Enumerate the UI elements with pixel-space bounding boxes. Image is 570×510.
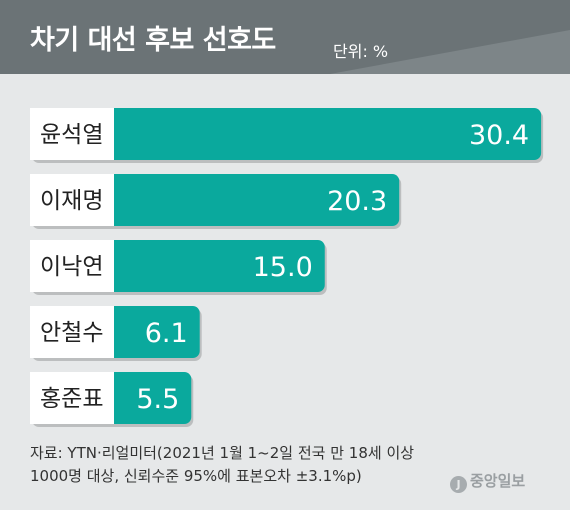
bar-row: 이낙연 15.0 [30, 240, 327, 295]
category-box [30, 306, 114, 358]
category-label: 이재명 [40, 188, 103, 214]
source-line-2: 1000명 대상, 신뢰수준 95%에 표본오차 ±3.1%p) [30, 467, 362, 485]
publisher-logo: J 중앙일보 [450, 470, 525, 493]
value-label: 6.1 [145, 318, 188, 349]
bar-row: 윤석열 30.4 [30, 108, 544, 163]
category-box [30, 372, 114, 424]
chart-header: 차기 대선 후보 선호도 단위: % [0, 0, 570, 74]
source-line-1: 자료: YTN·리얼미터(2021년 1월 1~2일 전국 만 18세 이상 [30, 444, 415, 462]
bar-chart: 윤석열 30.4 이재명 20.3 이낙연 15.0 안철수 6.1 홍준표 5.5 [30, 108, 544, 427]
unit-label: 단위: % [333, 42, 389, 61]
category-box [30, 174, 114, 226]
category-label: 홍준표 [40, 386, 103, 412]
value-label: 30.4 [469, 120, 529, 151]
value-label: 15.0 [253, 252, 313, 283]
category-label: 안철수 [40, 320, 103, 346]
category-box [30, 240, 114, 292]
bar [104, 108, 542, 160]
publisher-name: 중앙일보 [470, 472, 526, 490]
bar [104, 240, 325, 292]
category-label: 이낙연 [40, 254, 103, 280]
chart-title: 차기 대선 후보 선호도 [30, 25, 276, 56]
publisher-mark-icon: J [450, 476, 467, 493]
value-label: 20.3 [327, 186, 387, 217]
bar [104, 306, 200, 358]
source-note: 자료: YTN·리얼미터(2021년 1월 1~2일 전국 만 18세 이상 1… [30, 442, 414, 488]
bar-row: 홍준표 5.5 [30, 372, 194, 427]
bar [104, 174, 400, 226]
bar [104, 372, 192, 424]
header-decoration [330, 30, 570, 74]
bar-row: 안철수 6.1 [30, 306, 202, 361]
category-label: 윤석열 [40, 122, 103, 148]
bar-row: 이재명 20.3 [30, 174, 402, 229]
value-label: 5.5 [136, 384, 179, 415]
category-box [30, 108, 114, 160]
